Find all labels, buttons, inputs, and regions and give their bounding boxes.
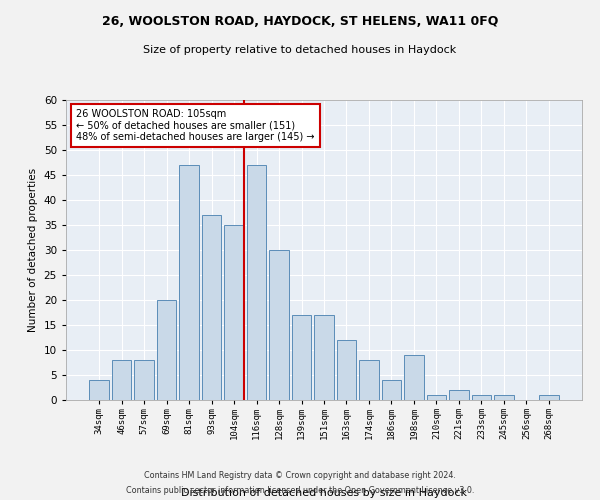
Bar (89, 380, 109, 400)
Text: Size of property relative to detached houses in Haydock: Size of property relative to detached ho… (143, 45, 457, 55)
X-axis label: Distribution of detached houses by size in Haydock: Distribution of detached houses by size … (181, 488, 467, 498)
Bar (404, 355, 424, 400)
Bar (337, 340, 356, 400)
Bar (359, 360, 379, 400)
Bar (472, 395, 491, 400)
Text: Contains public sector information licensed under the Open Government Licence v3: Contains public sector information licen… (126, 486, 474, 495)
Bar (202, 215, 221, 400)
Bar (269, 250, 289, 400)
Bar (224, 225, 244, 400)
Bar (157, 300, 176, 400)
Bar (494, 395, 514, 400)
Bar (247, 165, 266, 400)
Y-axis label: Number of detached properties: Number of detached properties (28, 168, 38, 332)
Bar (427, 395, 446, 400)
Bar (292, 315, 311, 400)
Text: 26 WOOLSTON ROAD: 105sqm
← 50% of detached houses are smaller (151)
48% of semi-: 26 WOOLSTON ROAD: 105sqm ← 50% of detach… (76, 109, 315, 142)
Bar (314, 315, 334, 400)
Bar (449, 390, 469, 400)
Bar (179, 165, 199, 400)
Text: 26, WOOLSTON ROAD, HAYDOCK, ST HELENS, WA11 0FQ: 26, WOOLSTON ROAD, HAYDOCK, ST HELENS, W… (102, 15, 498, 28)
Bar (539, 395, 559, 400)
Bar (112, 360, 131, 400)
Bar (134, 360, 154, 400)
Bar (382, 380, 401, 400)
Text: Contains HM Land Registry data © Crown copyright and database right 2024.: Contains HM Land Registry data © Crown c… (144, 471, 456, 480)
